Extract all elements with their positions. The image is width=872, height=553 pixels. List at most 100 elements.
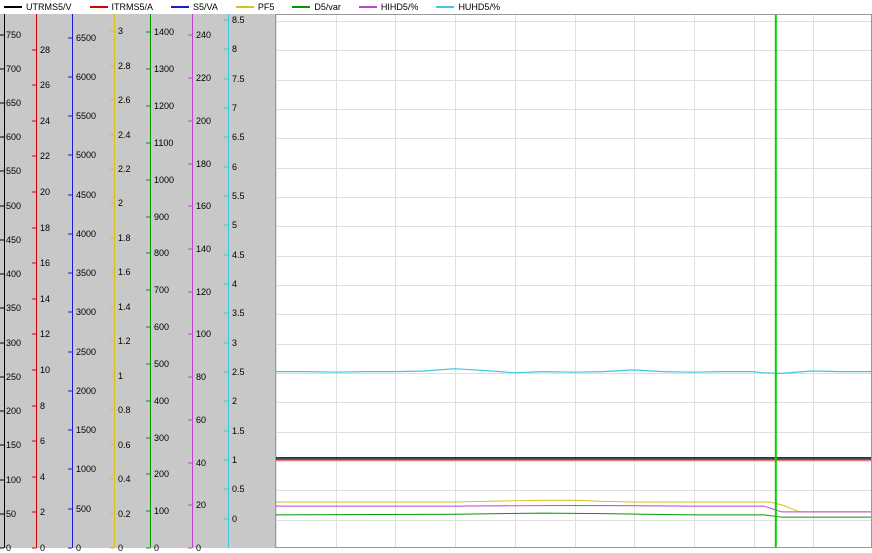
trace-canvas bbox=[276, 15, 871, 547]
axis-tick bbox=[188, 120, 192, 121]
trace-line bbox=[276, 505, 871, 511]
axis-tick bbox=[32, 49, 36, 50]
axis-tick-label: 200 bbox=[6, 406, 21, 416]
axis-tick bbox=[110, 237, 114, 238]
axis-tick bbox=[146, 179, 150, 180]
axis-tick-label: 1 bbox=[232, 455, 237, 465]
axis-tick-label: 2 bbox=[118, 198, 123, 208]
legend-item[interactable]: ITRMS5/A bbox=[90, 2, 154, 12]
axis-tick-label: 10 bbox=[40, 365, 50, 375]
axis-tick bbox=[68, 430, 72, 431]
axis-tick-label: 3 bbox=[232, 338, 237, 348]
axis-tick-label: 6 bbox=[232, 162, 237, 172]
axis-tick bbox=[68, 390, 72, 391]
axis-tick-label: 200 bbox=[196, 116, 211, 126]
axis-tick bbox=[0, 308, 4, 309]
axis-tick-label: 600 bbox=[154, 322, 169, 332]
axis-tick bbox=[68, 233, 72, 234]
axis-tick bbox=[32, 512, 36, 513]
axis-tick-label: 4000 bbox=[76, 229, 96, 239]
axis-tick-label: 4 bbox=[40, 472, 45, 482]
axis-tick bbox=[110, 306, 114, 307]
axis-tick-label: 400 bbox=[154, 396, 169, 406]
axis-tick-label: 700 bbox=[154, 285, 169, 295]
axis-tick bbox=[146, 253, 150, 254]
axis-tick-label: 0 bbox=[196, 543, 201, 553]
axis-tick bbox=[0, 205, 4, 206]
axis-tick bbox=[0, 274, 4, 275]
axis-tick-label: 400 bbox=[6, 269, 21, 279]
legend-label: ITRMS5/A bbox=[112, 2, 154, 12]
axis-tick bbox=[0, 103, 4, 104]
axis-tick-label: 3500 bbox=[76, 268, 96, 278]
axis-tick-label: 4.5 bbox=[232, 250, 245, 260]
axis-tick bbox=[224, 195, 228, 196]
axis-tick-label: 0 bbox=[118, 543, 123, 553]
axis-tick-label: 220 bbox=[196, 73, 211, 83]
axis-tick bbox=[146, 363, 150, 364]
axis-tick-label: 6.5 bbox=[232, 132, 245, 142]
legend-bar: UTRMS5/V ITRMS5/A S5/VA PF5 D5/var HIHD5/% HUH… bbox=[0, 0, 872, 14]
axis-tick-label: 3000 bbox=[76, 307, 96, 317]
axis-tick bbox=[0, 137, 4, 138]
axis-tick-label: 1000 bbox=[154, 175, 174, 185]
axis-tick bbox=[0, 171, 4, 172]
axis-tick-label: 1300 bbox=[154, 64, 174, 74]
legend-item[interactable]: S5/VA bbox=[171, 2, 218, 12]
axis-tick-label: 2 bbox=[40, 507, 45, 517]
legend-item[interactable]: HUHD5/% bbox=[436, 2, 500, 12]
axis-tick-label: 16 bbox=[40, 258, 50, 268]
axis-tick-label: 20 bbox=[196, 500, 206, 510]
axis-tick bbox=[0, 34, 4, 35]
axis-tick bbox=[0, 376, 4, 377]
axis-tick-label: 5000 bbox=[76, 150, 96, 160]
axis-tick-label: 6 bbox=[40, 436, 45, 446]
axis-tick-label: 20 bbox=[40, 187, 50, 197]
axis-tick bbox=[188, 206, 192, 207]
axis-tick-label: 7 bbox=[232, 103, 237, 113]
axis-tick-label: 1.5 bbox=[232, 426, 245, 436]
axis-tick bbox=[188, 78, 192, 79]
axis-tick bbox=[32, 120, 36, 121]
axis-tick-label: 0.4 bbox=[118, 474, 131, 484]
axis-tick bbox=[188, 419, 192, 420]
legend-item[interactable]: PF5 bbox=[236, 2, 275, 12]
axis-tick-label: 0.8 bbox=[118, 405, 131, 415]
axis-tick-label: 240 bbox=[196, 30, 211, 40]
axis-tick bbox=[32, 263, 36, 264]
legend-item[interactable]: HIHD5/% bbox=[359, 2, 419, 12]
axis-tick-label: 1.4 bbox=[118, 302, 131, 312]
axis-tick-label: 2 bbox=[232, 396, 237, 406]
axis-tick-label: 0.2 bbox=[118, 509, 131, 519]
axis-tick-label: 2.6 bbox=[118, 95, 131, 105]
axis-tick-label: 0 bbox=[154, 543, 159, 553]
axis-line bbox=[192, 14, 193, 548]
legend-label: UTRMS5/V bbox=[26, 2, 72, 12]
plot-area[interactable] bbox=[275, 14, 872, 548]
axis-tick bbox=[224, 313, 228, 314]
legend-item[interactable]: D5/var bbox=[292, 2, 341, 12]
axis-tick bbox=[110, 444, 114, 445]
axis-tick-label: 180 bbox=[196, 159, 211, 169]
axis-tick bbox=[68, 312, 72, 313]
axis-tick bbox=[32, 405, 36, 406]
legend-swatch bbox=[236, 6, 254, 8]
axis-tick bbox=[68, 469, 72, 470]
axis-tick bbox=[188, 377, 192, 378]
axis-tick-label: 80 bbox=[196, 372, 206, 382]
axis-tick-label: 450 bbox=[6, 235, 21, 245]
axis-tick bbox=[110, 272, 114, 273]
legend-swatch bbox=[171, 6, 189, 8]
axis-tick bbox=[68, 351, 72, 352]
axis-tick bbox=[224, 342, 228, 343]
axis-tick-label: 140 bbox=[196, 244, 211, 254]
axis-tick-label: 1400 bbox=[154, 27, 174, 37]
axis-tick-label: 14 bbox=[40, 294, 50, 304]
legend-item[interactable]: UTRMS5/V bbox=[4, 2, 72, 12]
axis-tick bbox=[224, 107, 228, 108]
axis-tick bbox=[68, 508, 72, 509]
axis-line bbox=[150, 14, 151, 548]
axis-tick bbox=[188, 291, 192, 292]
axis-tick-label: 6000 bbox=[76, 72, 96, 82]
axis-tick-label: 1.6 bbox=[118, 267, 131, 277]
